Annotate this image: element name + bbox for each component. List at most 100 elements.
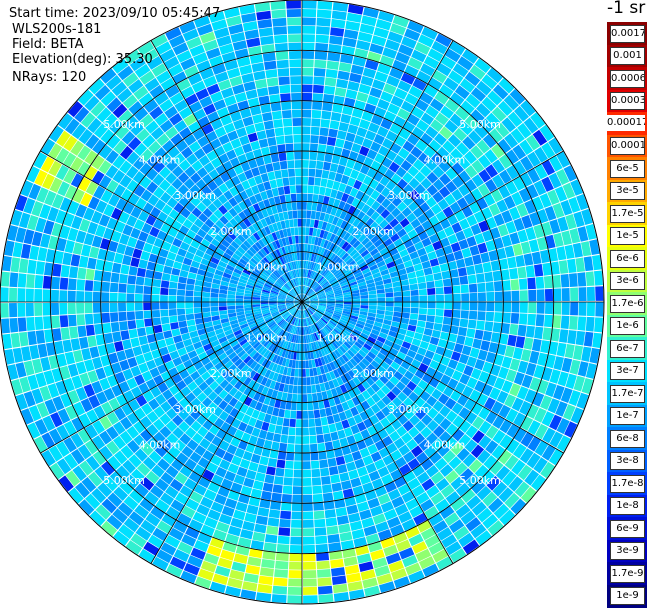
ppi-cell	[314, 511, 325, 520]
ppi-cell	[526, 326, 535, 338]
ppi-cell	[271, 154, 280, 163]
ppi-cell	[293, 486, 302, 494]
ppi-cell	[9, 303, 17, 317]
ppi-cell	[417, 320, 426, 327]
ppi-cell	[425, 274, 434, 282]
ppi-cell	[294, 152, 301, 160]
ppi-cell	[264, 120, 274, 129]
ppi-cell	[303, 478, 312, 486]
ppi-cell	[478, 292, 486, 301]
ppi-cell	[484, 321, 493, 331]
ppi-cell	[409, 278, 418, 285]
ppi-cell	[411, 290, 419, 296]
ppi-cell	[144, 278, 153, 287]
ppi-cell	[503, 291, 511, 301]
ppi-cell	[307, 394, 312, 402]
ppi-cell	[255, 79, 267, 89]
ppi-cell	[118, 312, 127, 321]
ppi-cell	[283, 418, 290, 426]
ppi-cell	[302, 143, 310, 151]
ppi-cell	[333, 2, 348, 12]
ppi-cell	[436, 295, 444, 302]
ppi-cell	[257, 130, 267, 140]
ppi-cell	[418, 314, 426, 321]
ppi-cell	[290, 411, 296, 419]
ppi-cell	[303, 528, 315, 536]
ppi-cell	[330, 474, 340, 483]
ppi-cell	[293, 219, 298, 227]
ppi-cell	[211, 311, 219, 316]
ppi-cell	[79, 337, 89, 349]
ppi-cell	[219, 298, 227, 302]
ppi-cell	[89, 346, 99, 358]
ppi-cell	[303, 587, 317, 595]
ppi-cell	[291, 402, 297, 410]
ppi-cell	[281, 169, 288, 178]
ppi-cell	[377, 310, 385, 315]
ppi-cell	[461, 310, 469, 319]
ppi-cell	[302, 85, 313, 93]
ppi-cell	[309, 160, 316, 168]
colorbar-label: 3e-5	[610, 182, 645, 200]
ppi-cell	[361, 299, 369, 302]
colorbar-label: 1.7e-9	[610, 565, 645, 583]
range-label: 2.00km	[210, 225, 252, 238]
ppi-cell	[264, 475, 274, 484]
ppi-cell	[317, 1, 332, 10]
ppi-cell	[111, 322, 120, 332]
ppi-cell	[110, 303, 118, 312]
ppi-cell	[1, 303, 9, 318]
ppi-cell	[313, 85, 324, 94]
ppi-cell	[246, 38, 260, 48]
ppi-cell	[210, 302, 218, 307]
ppi-cell	[38, 247, 48, 261]
ppi-cell	[289, 562, 302, 570]
ppi-cell	[290, 68, 302, 76]
colorbar-label: 1e-9	[610, 587, 645, 605]
ppi-cell	[577, 317, 586, 331]
ppi-cell	[303, 570, 317, 578]
ppi-cell	[277, 544, 290, 553]
ppi-cell	[517, 267, 526, 279]
ppi-cell	[294, 377, 298, 385]
ppi-cell	[562, 288, 570, 301]
ppi-cell	[464, 337, 474, 347]
ppi-cell	[537, 302, 545, 314]
ppi-cell	[313, 502, 324, 511]
ppi-cell	[302, 202, 307, 210]
ppi-cell	[295, 160, 302, 168]
ppi-cell	[386, 302, 394, 307]
colorbar-label: 0.0017	[610, 25, 645, 43]
ppi-cell	[59, 290, 67, 302]
colorbar-cell: 6e-9	[607, 517, 647, 540]
ppi-cell	[344, 299, 352, 301]
ppi-cell	[369, 306, 377, 310]
ppi-cell	[268, 458, 277, 467]
ppi-cell	[478, 302, 486, 311]
ppi-cell	[311, 211, 316, 219]
ppi-cell	[303, 470, 312, 478]
ppi-cell	[160, 288, 168, 295]
ppi-cell	[288, 579, 302, 587]
ppi-cell	[275, 468, 284, 477]
ppi-cell	[211, 307, 219, 312]
ppi-cell	[307, 194, 313, 202]
ppi-cell	[247, 505, 259, 515]
ppi-cell	[319, 187, 326, 196]
ppi-cell	[527, 278, 536, 290]
ppi-cell	[311, 118, 320, 126]
ppi-cell	[338, 524, 350, 534]
ppi-cell	[267, 77, 279, 86]
ppi-cell	[110, 293, 118, 302]
ppi-cell	[291, 528, 302, 536]
ppi-cell	[169, 309, 177, 316]
ppi-cell	[336, 456, 346, 465]
ppi-cell	[293, 478, 302, 486]
ppi-cell	[244, 573, 259, 583]
ppi-cell	[269, 509, 280, 518]
ppi-cell	[35, 317, 44, 330]
ppi-cell	[302, 101, 312, 109]
ppi-cell	[135, 285, 143, 294]
colorbar-label: 0.001	[610, 47, 645, 65]
ppi-cell	[288, 436, 295, 444]
